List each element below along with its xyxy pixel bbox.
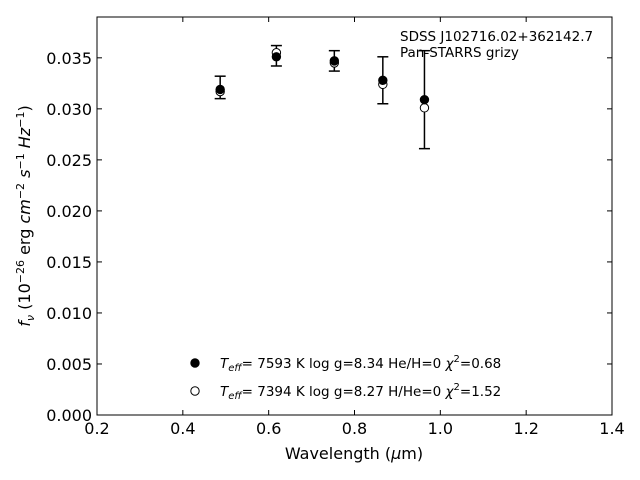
filled-model-point <box>419 94 430 105</box>
legend-open-marker <box>190 386 200 396</box>
x-tick-label: 0.2 <box>84 419 109 438</box>
open-model-point <box>419 103 430 113</box>
legend-logg: log g=8.27 <box>309 384 384 400</box>
y-tick-label: 0.030 <box>46 100 92 119</box>
legend-logg: log g=8.34 <box>309 356 384 372</box>
object-name-annotation: SDSS J102716.02+362142.7 <box>400 29 593 45</box>
x-tick-label: 1.0 <box>428 419 453 438</box>
legend-filled-marker <box>190 358 200 368</box>
legend-composition: H/He=0 <box>388 384 441 400</box>
y-tick-label: 0.020 <box>46 202 92 221</box>
y-tick-label: 0.035 <box>46 49 92 68</box>
y-axis-label: fν (10−26 erg cm−2 s−1 Hz−1) <box>14 105 37 326</box>
y-tick-label: 0.015 <box>46 253 92 272</box>
error-bars <box>214 44 430 150</box>
x-axis-label: Wavelength (μm) <box>285 444 423 463</box>
legend: Teff= 7593 K log g=8.34 He/H=0 χ2=0.68 Te… <box>190 354 501 402</box>
x-tick-label: 0.8 <box>342 419 367 438</box>
y-tick-label: 0.025 <box>46 151 92 170</box>
legend-entry-label: Teff= 7394 K log g=8.27 H/He=0 χ2=1.52 <box>220 382 501 402</box>
data-points <box>215 48 430 113</box>
x-tick-label: 0.4 <box>170 419 195 438</box>
y-axis-ticks: 0.000 0.005 0.010 0.015 0.020 0.025 0.030 0.035 <box>46 49 612 425</box>
x-axis-ticks: 0.2 0.4 0.6 0.8 1.0 1.2 1.4 <box>84 17 625 438</box>
x-tick-label: 1.4 <box>599 419 624 438</box>
x-tick-label: 1.2 <box>513 419 538 438</box>
legend-teff: 7394 K <box>257 384 306 400</box>
filled-model-point <box>378 75 388 85</box>
legend-chi2: =1.52 <box>460 384 501 400</box>
filled-model-point <box>271 52 282 62</box>
y-tick-label: 0.005 <box>46 355 92 374</box>
x-tick-label: 0.6 <box>256 419 281 438</box>
legend-chi2: =0.68 <box>460 356 501 372</box>
legend-entry-label: Teff= 7593 K log g=8.34 He/H=0 χ2=0.68 <box>220 354 501 374</box>
y-tick-label: 0.010 <box>46 304 92 323</box>
legend-composition: He/H=0 <box>388 356 441 372</box>
survey-annotation: Pan-STARRS grizy <box>400 45 519 61</box>
filled-model-point <box>329 56 340 66</box>
legend-teff: 7593 K <box>257 356 306 372</box>
filled-model-point <box>215 84 225 95</box>
y-tick-label: 0.000 <box>46 406 92 425</box>
